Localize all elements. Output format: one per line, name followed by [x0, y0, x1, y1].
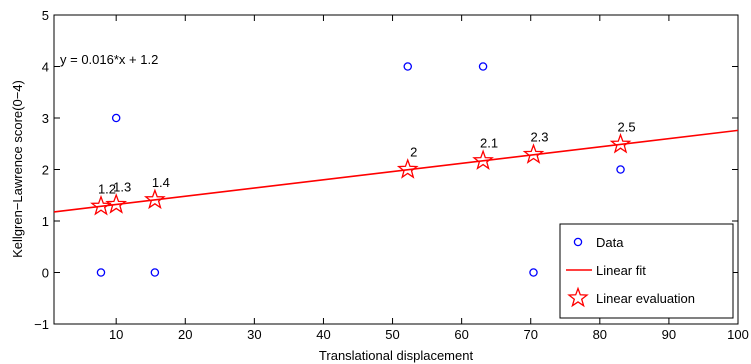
data-point [478, 62, 488, 71]
evaluation-star [522, 143, 545, 164]
x-tick-label: 90 [662, 327, 676, 342]
data-point [150, 268, 160, 277]
evaluation-star [609, 132, 632, 154]
evaluation-star [105, 193, 128, 214]
x-tick-label: 100 [727, 327, 749, 342]
data-point [616, 165, 625, 174]
legend-label: Linear fit [596, 263, 646, 278]
x-tick-label: 40 [316, 327, 330, 342]
plot-area: 1.21.3 1.4 2 2.1 2.3 2.5 [53, 62, 739, 277]
legend: Data Linear fit Linear evaluation [559, 223, 734, 319]
y-tick-label: 1 [42, 214, 49, 229]
y-axis-label: Kellgren−Lawrence score(0−4) [10, 80, 25, 258]
x-tick-label: 30 [247, 327, 261, 342]
evaluation-label: 2 [410, 145, 417, 160]
evaluation-star [396, 158, 419, 179]
x-tick-label: 70 [523, 327, 537, 342]
evaluation-label: 2.3 [530, 130, 548, 145]
legend-label: Data [596, 235, 624, 250]
x-tick-label: 50 [385, 327, 399, 342]
evaluation-star [143, 188, 166, 210]
evaluation-label: 2.5 [618, 119, 636, 134]
legend-label: Linear evaluation [596, 291, 695, 306]
fit-line [53, 129, 739, 213]
legend-box [559, 223, 734, 319]
data-point [96, 268, 106, 277]
x-axis-label: Translational displacement [319, 348, 474, 363]
evaluation-label: 1.2 [98, 181, 116, 196]
data-point [403, 62, 412, 71]
y-tick-label: 0 [42, 266, 49, 281]
legend-star-marker [567, 286, 589, 308]
evaluation-label: 2.1 [480, 136, 498, 151]
evaluation-label: 1.4 [152, 175, 170, 190]
data-point [111, 113, 121, 123]
data-point [529, 268, 538, 277]
axes: 10 20 30 40 50 60 70 80 90 100 −1 0 1 2 3 4 5 [34, 8, 749, 342]
legend-circle-marker [573, 237, 583, 247]
y-tick-label: −1 [34, 317, 49, 332]
x-tick-label: 10 [109, 327, 123, 342]
x-tick-label: 20 [178, 327, 192, 342]
y-tick-label: 4 [42, 60, 49, 75]
y-tick-label: 3 [42, 111, 49, 126]
x-tick-label: 60 [454, 327, 468, 342]
evaluation-label: 1.3 [113, 180, 131, 195]
fit-equation: y = 0.016*x + 1.2 [60, 52, 158, 67]
y-tick-label: 2 [42, 163, 49, 178]
evaluation-star [90, 194, 112, 216]
y-tick-label: 5 [42, 8, 49, 23]
evaluation-star [472, 149, 494, 170]
x-tick-label: 80 [593, 327, 607, 342]
